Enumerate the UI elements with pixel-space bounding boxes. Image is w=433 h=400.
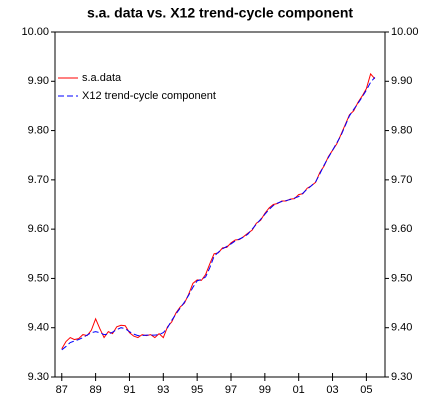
legend-label: s.a.data xyxy=(82,72,122,84)
y-tick-label: 10.00 xyxy=(21,26,49,38)
x-tick-label: 95 xyxy=(191,384,203,396)
y-tick-label: 9.80 xyxy=(28,124,49,136)
y2-tick-label: 9.70 xyxy=(391,174,412,186)
x-tick-label: 89 xyxy=(89,384,101,396)
plot-frame xyxy=(54,31,386,378)
y2-tick-label: 9.90 xyxy=(391,75,412,87)
x-tick-label: 87 xyxy=(56,384,68,396)
legend-label: X12 trend-cycle component xyxy=(82,90,216,102)
y2-tick-label: 9.60 xyxy=(391,223,412,235)
y-tick-label: 9.90 xyxy=(28,75,49,87)
x-tick-label: 99 xyxy=(259,384,271,396)
y-tick-label: 9.30 xyxy=(28,371,49,383)
y2-tick-label: 9.40 xyxy=(391,322,412,334)
x-tick-label: 93 xyxy=(157,384,169,396)
x-tick-label: 97 xyxy=(225,384,237,396)
y-tick-label: 9.40 xyxy=(28,322,49,334)
y-tick-label: 9.60 xyxy=(28,223,49,235)
x-tick-label: 91 xyxy=(123,384,135,396)
x-tick-label: 05 xyxy=(360,384,372,396)
series-line xyxy=(61,77,376,351)
x-tick-label: 03 xyxy=(326,384,338,396)
y-tick-label: 9.50 xyxy=(28,272,49,284)
y2-tick-label: 9.30 xyxy=(391,371,412,383)
x-tick-label: 01 xyxy=(293,384,305,396)
y2-tick-label: 9.80 xyxy=(391,124,412,136)
chart-title: s.a. data vs. X12 trend-cycle component xyxy=(87,5,353,21)
y-tick-label: 9.70 xyxy=(28,174,49,186)
y2-tick-label: 10.00 xyxy=(391,26,419,38)
series-line xyxy=(61,72,376,350)
y2-tick-label: 9.50 xyxy=(391,272,412,284)
